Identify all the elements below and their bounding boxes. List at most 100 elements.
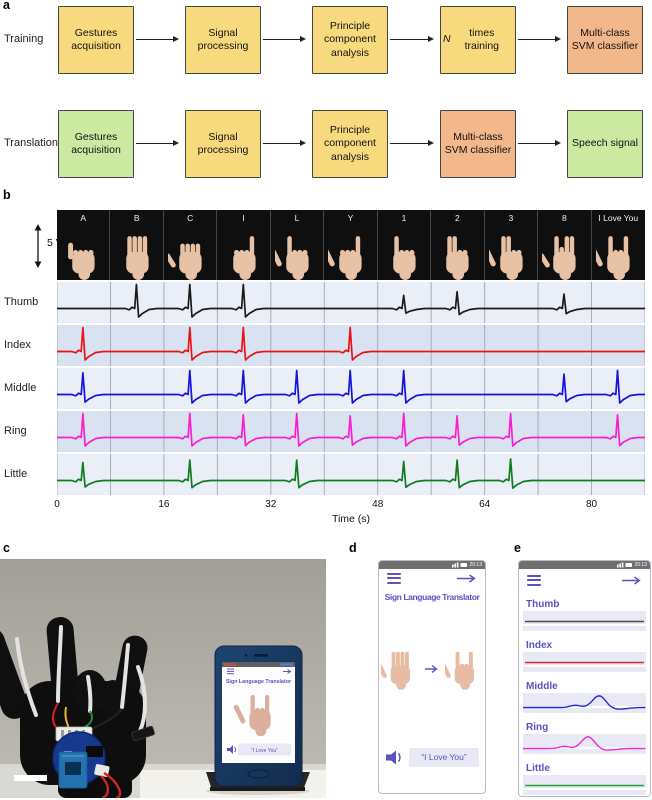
panel-label-d: d: [349, 541, 357, 555]
scale-bar: [14, 775, 47, 781]
signal-channel: Little: [519, 763, 650, 795]
channel-strip-thin: [523, 708, 646, 713]
channel-strip: [523, 775, 646, 788]
status-bar: 20:13: [379, 561, 485, 569]
hamburger-menu-button[interactable]: [527, 575, 541, 588]
channel-strip: [523, 652, 646, 665]
gesture-photo: A: [57, 210, 111, 280]
home-button: [247, 769, 270, 779]
channel-strip-thin: [523, 626, 646, 631]
sensor-glove: [0, 617, 155, 798]
ily-hand-image: [445, 651, 475, 690]
mini-speaker-icon: [227, 745, 237, 754]
phone-screenshot-signals: 20:13 Thumb Index Middle Ring Little: [518, 560, 651, 797]
speaker-button[interactable]: [386, 750, 404, 765]
gesture-photo: 1: [377, 210, 432, 280]
gesture-photo: C: [163, 210, 218, 280]
status-icons: [617, 562, 633, 568]
axis-tick: 48: [372, 499, 384, 510]
hamburger-menu-icon: [227, 668, 234, 675]
signal-channel: Thumb: [519, 599, 650, 631]
channel-strip-thin: [523, 790, 646, 795]
status-icons: [452, 562, 468, 568]
channel-label: Thumb: [526, 599, 560, 610]
flow-row-label-training: Training: [4, 33, 44, 45]
hand-gesture-icon: [232, 236, 256, 280]
status-bar: 20:13: [519, 561, 650, 569]
gesture-photo: 3: [484, 210, 539, 280]
flow-arrow: [390, 35, 434, 42]
flow-step: Signal processing: [185, 110, 261, 178]
hand-gesture-icon: [68, 242, 95, 280]
mini-ily-hand: [233, 694, 271, 737]
gesture-label: B: [133, 213, 140, 223]
trace-plot-little: [56, 454, 646, 495]
channel-strip-thin: [523, 667, 646, 672]
channel-trace-index: [525, 661, 644, 664]
flow-arrow: [263, 139, 306, 146]
hand-gesture-icon: [393, 236, 416, 280]
trace-label: Index: [4, 339, 31, 351]
gesture-photo: Y: [324, 210, 378, 280]
glove-photo: Sign Language Translator “I Love You”: [0, 559, 326, 798]
trace-row: [56, 367, 646, 410]
signal-channel: Ring: [519, 722, 650, 754]
flow-arrow: [518, 35, 561, 42]
signal-channel: Index: [519, 640, 650, 672]
hand-gesture-icon: [275, 236, 309, 280]
flow-arrow: [263, 35, 306, 42]
flow-arrow: [136, 35, 179, 42]
trace-row: [56, 324, 646, 367]
gesture-label: 2: [455, 213, 460, 223]
channel-band: [523, 611, 646, 631]
forward-arrow-button[interactable]: [621, 576, 643, 585]
channel-label: Index: [526, 640, 553, 651]
speech-output-box: “I Love You”: [409, 748, 479, 767]
channel-trace-ring: [523, 736, 646, 751]
trace-row: [56, 410, 646, 453]
gesture-photo: 8: [538, 210, 592, 280]
trace-plot-thumb: [56, 282, 646, 323]
phone-screenshot-translator: 20:13 Sign Language Translator “I Love Y…: [378, 560, 486, 794]
hand-gesture-icon: [488, 236, 523, 280]
channel-label: Ring: [526, 722, 549, 733]
flow-step: Multi-class SVM classifier: [567, 6, 643, 74]
axis-tick: 16: [158, 499, 170, 510]
flow-step: Speech signal: [567, 110, 643, 178]
hand-gesture-icon: [328, 236, 363, 280]
gesture-label: 3: [508, 213, 514, 223]
channel-band: [523, 734, 646, 754]
flow-step: Principle component analysis: [312, 110, 388, 178]
time-axis-label: Time (s): [331, 513, 371, 525]
hamburger-menu-button[interactable]: [387, 573, 401, 586]
gesture-photo: I Love You: [591, 210, 645, 280]
flow-arrow: [518, 139, 561, 146]
gesture-label: 1: [401, 213, 407, 223]
gesture-photo: I: [217, 210, 271, 280]
mini-speech-text: “I Love You”: [251, 748, 278, 754]
channel-strip: [523, 734, 646, 747]
trace-row: [56, 281, 646, 324]
gesture-label: 8: [561, 213, 567, 223]
gesture-photo: B: [110, 210, 164, 280]
status-time: 20:13: [469, 562, 482, 568]
hand-gesture-icon: [542, 236, 576, 280]
trace-plot-middle: [56, 368, 646, 409]
glove-thumb: [0, 627, 29, 719]
channel-band: [523, 693, 646, 713]
panel-label-e: e: [514, 541, 521, 555]
phone-on-stand: Sign Language Translator “I Love You”: [206, 645, 310, 791]
forward-arrow-button[interactable]: [456, 574, 478, 583]
hand-gesture-icon: [168, 243, 202, 280]
sensor-strips: [15, 625, 147, 733]
gesture-photo: L: [270, 210, 325, 280]
arrow-right-icon: [425, 664, 438, 674]
trace-label: Middle: [4, 382, 37, 394]
gesture-label: C: [187, 213, 194, 223]
panel-label-a: a: [3, 0, 10, 12]
gesture-label: Y: [347, 213, 354, 223]
signal-traces: [56, 281, 646, 496]
gesture-label: L: [294, 213, 300, 223]
open-hand-image: [381, 651, 411, 690]
